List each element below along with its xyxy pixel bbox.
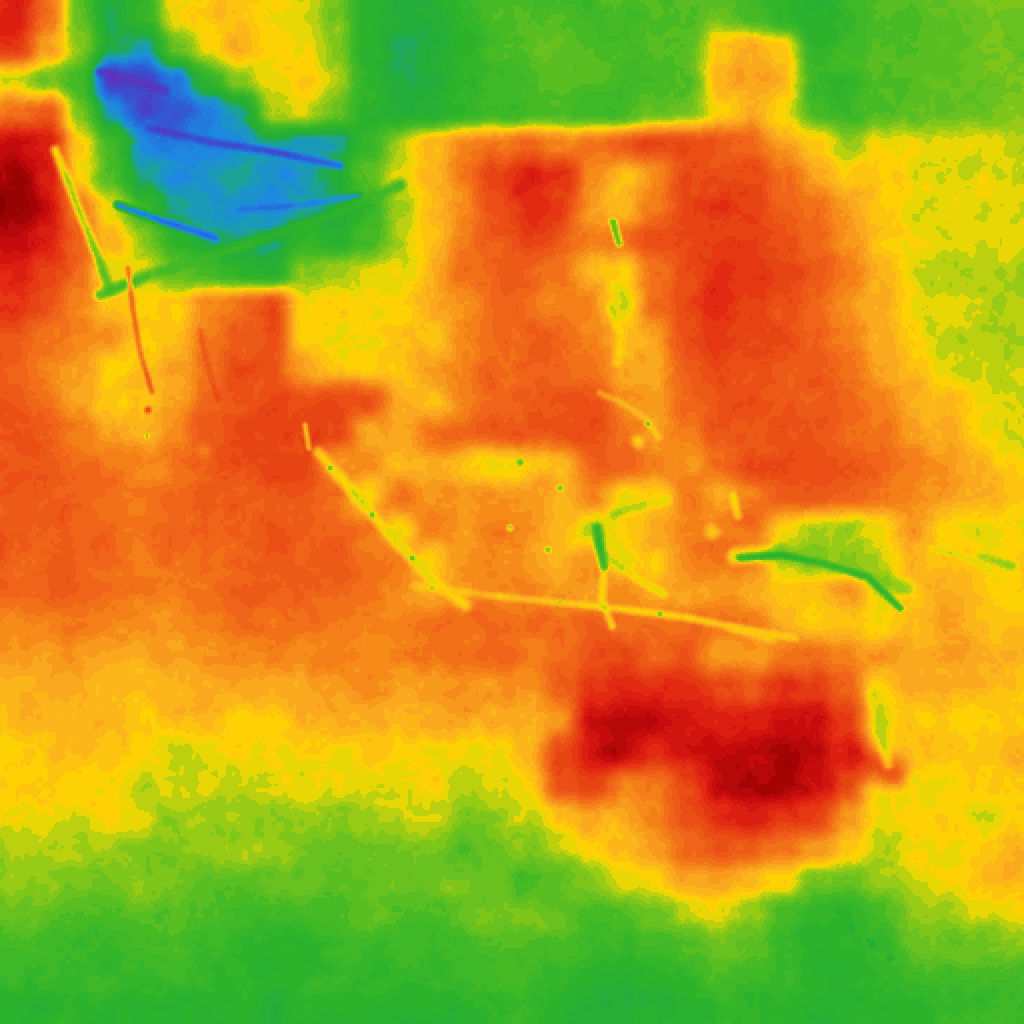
temperature-heatmap-canvas[interactable] xyxy=(0,0,1024,1024)
weather-temperature-map xyxy=(0,0,1024,1024)
